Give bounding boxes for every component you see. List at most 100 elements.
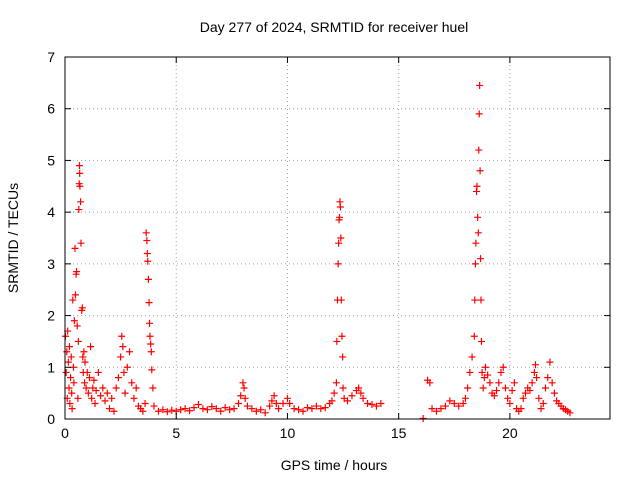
data-point [71,291,79,299]
data-point [344,397,352,405]
data-point [76,169,84,177]
data-point [317,405,325,413]
data-point [65,384,73,392]
data-point [336,213,344,221]
data-point [478,368,486,376]
data-point [473,182,481,190]
data-point [419,414,427,422]
data-point [147,348,155,356]
data-point [68,405,76,413]
data-point [466,368,474,376]
data-point [290,405,298,413]
data-point [237,392,245,400]
data-point [81,379,89,387]
data-point [82,384,90,392]
x-tick-label: 15 [391,425,407,441]
data-point [69,296,77,304]
data-point [481,363,489,371]
data-point [126,348,134,356]
data-point [190,404,198,412]
data-point [87,343,95,351]
data-point [472,239,480,247]
data-point [119,343,127,351]
data-point [497,368,505,376]
data-point [132,384,140,392]
data-point [88,394,96,402]
data-point [272,399,280,407]
x-tick-label: 20 [502,425,518,441]
data-point [103,389,111,397]
data-point [85,374,93,382]
data-point [550,389,558,397]
data-point [530,368,538,376]
data-point [461,394,469,402]
data-point [546,358,554,366]
data-point [101,397,109,405]
data-point [217,407,225,415]
data-point [495,379,503,387]
data-point [67,353,75,361]
data-point [337,296,345,304]
data-point [154,407,162,415]
data-point [241,394,249,402]
data-point [474,213,482,221]
data-point [541,384,549,392]
data-point [139,407,147,415]
data-point [372,402,380,410]
y-tick-label: 7 [47,49,55,65]
data-point [475,146,483,154]
data-point [510,379,518,387]
data-point [475,110,483,118]
data-point [239,379,247,387]
data-point [240,384,248,392]
plot-frame [64,56,611,420]
data-point [80,348,88,356]
data-point [144,275,152,283]
data-point [521,389,529,397]
data-point [336,203,344,211]
data-point [62,368,70,376]
data-point [479,384,487,392]
data-point [499,363,507,371]
data-point [476,167,484,175]
data-point [186,407,194,415]
data-point [548,379,556,387]
data-point [533,374,541,382]
data-point [490,392,498,400]
data-point [337,234,345,242]
data-point [75,162,83,170]
data-point [146,319,154,327]
data-point [99,384,107,392]
x-tick-label: 0 [61,425,69,441]
x-tick-label: 10 [280,425,296,441]
data-point [114,374,122,382]
axis-ticks: 0 5 10 15 20 0 1 2 3 4 5 6 7 [47,49,610,441]
data-point [142,229,150,237]
data-point [334,260,342,268]
data-point [368,401,376,409]
x-tick-label: 5 [172,425,180,441]
data-point [464,384,472,392]
data-point [75,206,83,214]
data-point [335,239,343,247]
data-point [303,404,311,412]
data-point [74,337,82,345]
data-point [364,399,372,407]
data-point [544,374,552,382]
data-point [177,406,185,414]
data-point [333,337,341,345]
data-point [67,374,75,382]
data-point [248,405,256,413]
data-point [476,81,484,89]
data-point [203,406,211,414]
data-point [428,405,436,413]
data-point [108,394,116,402]
data-point [321,404,329,412]
data-point [212,405,220,413]
data-point [531,361,539,369]
data-point [299,407,307,415]
data-point [275,405,283,413]
data-point [94,368,102,376]
